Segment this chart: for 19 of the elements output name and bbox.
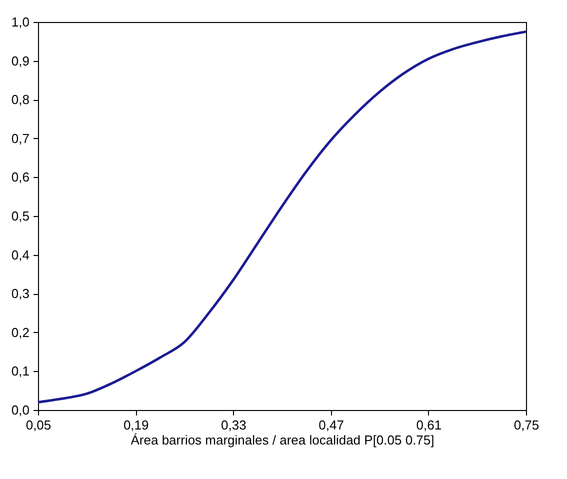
y-tick-label: 0,0 <box>11 402 30 418</box>
y-tick-label: 0,3 <box>11 286 30 302</box>
x-tick-label: 0,05 <box>26 418 52 432</box>
y-tick-label: 0,8 <box>11 92 30 108</box>
y-tick-label: 0,2 <box>11 324 30 340</box>
y-tick-label: 0,6 <box>11 170 30 185</box>
y-tick-label: 0,5 <box>11 208 30 224</box>
y-tick-label: 1,0 <box>11 14 30 30</box>
x-tick-label: 0,61 <box>416 418 442 432</box>
y-tick-label: 0,4 <box>11 247 30 262</box>
y-tick-label: 0,7 <box>11 130 30 146</box>
x-tick-label: 0,75 <box>514 418 540 432</box>
line-series <box>36 30 528 404</box>
x-tick-label: 0,47 <box>318 418 344 432</box>
y-tick-label: 0,9 <box>11 53 30 68</box>
x-tick-label: 0,19 <box>123 418 149 432</box>
x-tick-label: 0,33 <box>221 418 246 432</box>
y-tick-label: 0,1 <box>11 364 30 379</box>
x-axis-title: Área barrios marginales / area localidad P[0.05 0.75] <box>130 432 434 448</box>
